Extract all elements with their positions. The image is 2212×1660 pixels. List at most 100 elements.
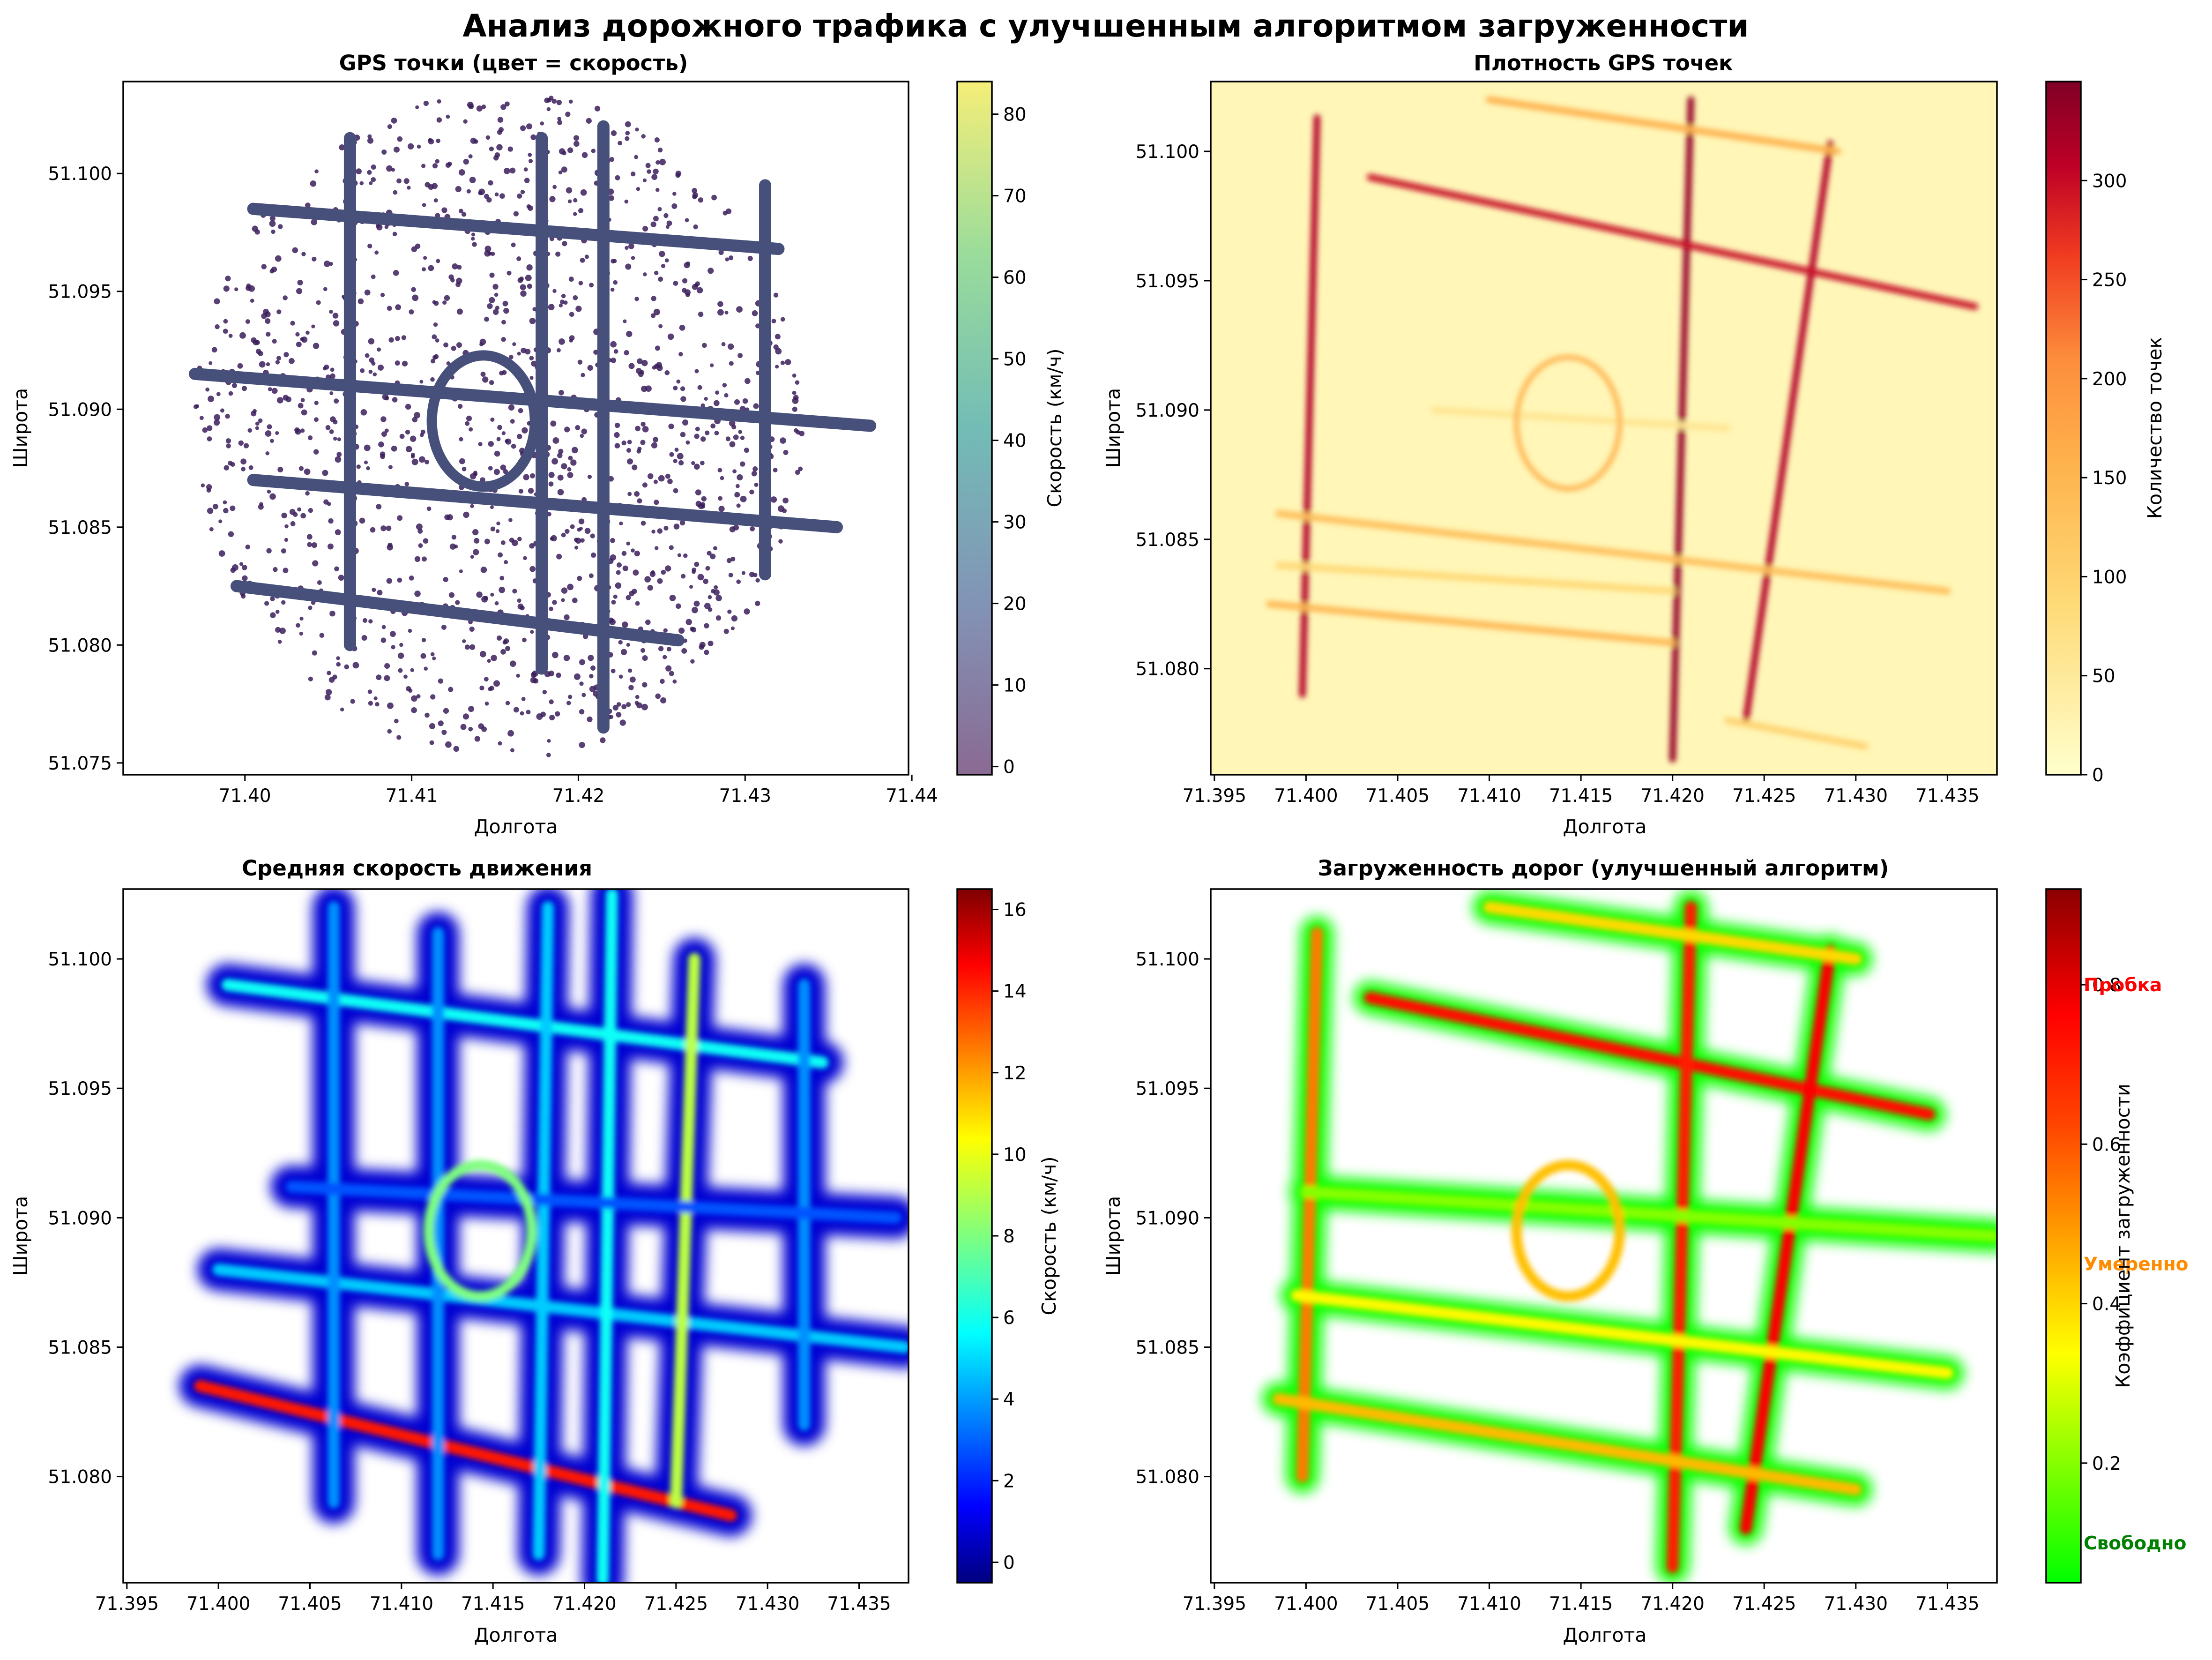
gps-point — [306, 534, 313, 540]
gps-point — [642, 655, 648, 661]
gps-point — [701, 496, 707, 502]
gps-point — [336, 452, 342, 457]
gps-point — [695, 501, 702, 507]
gps-point — [608, 195, 614, 201]
gps-point — [542, 689, 547, 695]
gps-point — [333, 320, 340, 327]
gps-point — [580, 257, 585, 263]
gps-point — [330, 367, 335, 372]
gps-point — [397, 577, 402, 583]
gps-point — [328, 543, 334, 550]
gps-point — [496, 437, 501, 441]
gps-point — [692, 570, 696, 574]
colorbar-tick-label: 200 — [2092, 369, 2127, 390]
gps-point — [430, 377, 435, 382]
gps-point — [561, 166, 567, 173]
gps-point — [689, 585, 693, 589]
gps-point — [459, 458, 465, 464]
gps-point — [571, 447, 578, 454]
gps-point — [775, 334, 781, 340]
gps-point — [316, 300, 321, 305]
gps-point — [422, 203, 426, 207]
gps-point — [445, 162, 451, 168]
gps-point — [611, 599, 616, 605]
gps-point — [334, 566, 339, 572]
gps-point — [775, 365, 779, 369]
colorbar: 0 2 4 6 8 10 12 14 16 Скорость (км/ч) — [956, 888, 1060, 1584]
gps-point — [577, 576, 582, 581]
y-tick-label: 51.085 — [1136, 1337, 1199, 1358]
gps-point — [364, 460, 368, 464]
gps-point — [386, 578, 392, 584]
road-segment — [1275, 561, 1676, 595]
gps-point — [647, 585, 653, 591]
gps-point — [488, 687, 492, 691]
gps-point — [610, 554, 617, 561]
gps-point — [356, 168, 362, 174]
gps-point — [508, 518, 513, 522]
gps-point — [501, 336, 506, 342]
gps-point — [642, 682, 648, 688]
gps-point — [642, 226, 648, 232]
gps-point — [634, 155, 639, 159]
gps-point — [284, 538, 289, 542]
gps-point — [633, 569, 639, 576]
gps-point — [500, 540, 506, 545]
gps-point — [552, 600, 557, 605]
gps-point — [685, 619, 692, 625]
gps-point — [252, 225, 258, 232]
y-tick-label: 51.090 — [48, 399, 112, 420]
gps-point — [665, 225, 670, 229]
gps-point — [377, 364, 384, 371]
road-segment — [1367, 174, 1979, 310]
gps-point — [428, 265, 434, 271]
gps-point — [677, 453, 684, 460]
gps-point — [573, 141, 580, 147]
road-segment — [1743, 140, 1834, 724]
gps-point — [296, 288, 303, 294]
gps-point — [658, 646, 664, 651]
gps-point — [412, 294, 419, 301]
gps-point — [682, 278, 688, 284]
gps-point — [547, 739, 551, 743]
gps-point — [623, 319, 627, 323]
gps-point — [556, 348, 561, 352]
gps-point — [443, 342, 448, 348]
gps-point — [755, 323, 760, 329]
gps-point — [397, 136, 403, 142]
gps-point — [580, 538, 585, 543]
gps-point — [560, 299, 565, 305]
gps-point — [561, 463, 567, 470]
gps-point — [661, 569, 666, 575]
gps-point — [480, 372, 486, 377]
gps-point — [432, 300, 436, 304]
gps-point — [361, 635, 367, 641]
gps-point — [532, 670, 538, 677]
road-segment — [1275, 510, 1951, 595]
gps-point — [466, 189, 471, 194]
gps-point — [230, 462, 235, 467]
gps-point — [715, 390, 719, 395]
x-tick-label: 71.420 — [1640, 785, 1704, 807]
colorbar-tick-label: 60 — [1003, 268, 1027, 289]
gps-point — [409, 309, 414, 314]
y-tick-label: 51.090 — [1136, 1208, 1199, 1229]
gps-point — [657, 207, 662, 211]
gps-point — [581, 373, 585, 377]
gps-point — [714, 431, 719, 435]
gps-point — [352, 662, 359, 669]
gps-point — [307, 542, 312, 547]
gps-point — [490, 592, 494, 597]
gps-point — [780, 360, 785, 365]
x-ticks: 71.395 71.400 71.405 71.410 71.415 71.420 71.4… — [1183, 775, 1980, 807]
gps-point — [325, 425, 331, 430]
x-tick-label: 71.415 — [1549, 785, 1613, 807]
gps-point — [328, 518, 334, 524]
y-tick-label: 51.095 — [48, 282, 112, 303]
gps-point — [371, 361, 376, 366]
gps-point — [559, 303, 563, 307]
gps-point — [624, 199, 629, 204]
gps-point — [744, 608, 750, 615]
road-track — [247, 202, 785, 255]
gps-point — [536, 713, 543, 720]
